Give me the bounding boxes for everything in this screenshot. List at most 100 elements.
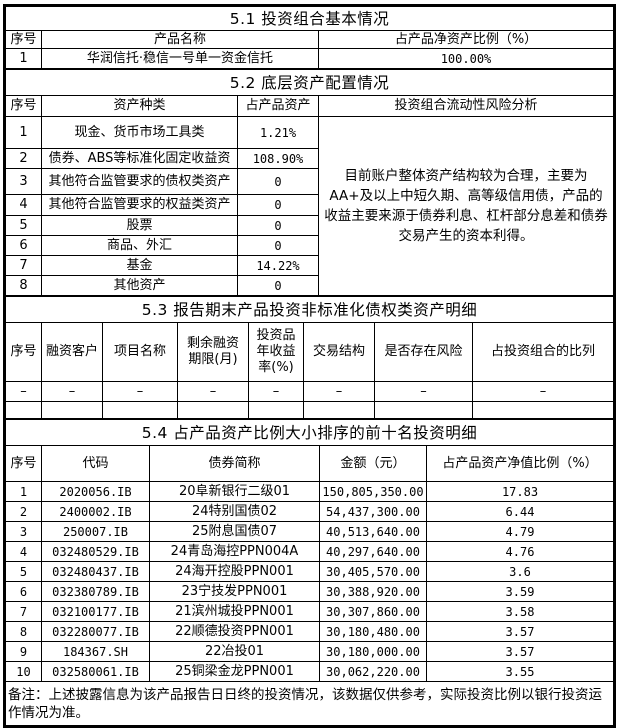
ratio-cell: 4.76 — [426, 541, 614, 562]
section-5-1: 5.1 投资组合基本情况 序号 产品名称 占产品净资产比例（%） 1 华润信托·… — [5, 6, 614, 69]
header-cell: 序号 — [5, 322, 42, 382]
header-cell: 是否存在风险 — [374, 322, 473, 382]
table-row: 1 现金、货币市场工具类 1.21% 目前账户整体资产结构较为合理，主要为AA+… — [5, 116, 614, 296]
code-cell: 032580061.IB — [41, 661, 150, 682]
cell: 7 — [5, 255, 42, 276]
liquidity-risk-analysis: 目前账户整体资产结构较为合理，主要为AA+及以上中短久期、高等级信用债，产品的收… — [318, 116, 614, 296]
bond-name-cell: 24特别国债02 — [149, 501, 320, 522]
header-cell: 金额（元） — [319, 445, 427, 482]
code-cell: 032280077.IB — [41, 621, 150, 642]
cell: 0 — [237, 235, 319, 256]
rank-cell: 1 — [5, 481, 42, 502]
cell: – — [248, 381, 304, 402]
header-cell: 代码 — [41, 445, 150, 482]
code-cell: 032100177.IB — [41, 601, 150, 622]
cell: – — [102, 381, 178, 402]
cell: 0 — [237, 194, 319, 216]
table-row: 5 032480437.IB 24海开控股PPN001 30,405,570.00 3.… — [5, 561, 614, 582]
table-row: 5 股票 0 — [5, 215, 614, 236]
table-row: 9 184367.SH 22冶投01 30,180,000.00 3.57 — [5, 641, 614, 662]
rank-cell: 2 — [5, 501, 42, 522]
header-cell: 序号 — [5, 30, 42, 49]
cell: – — [41, 381, 103, 402]
header-cell: 占投资组合的比列 — [472, 322, 614, 382]
cell: – — [303, 381, 375, 402]
code-cell: 032480437.IB — [41, 561, 150, 582]
ratio-cell: 3.58 — [426, 601, 614, 622]
cell: – — [472, 381, 614, 402]
code-cell: 2400002.IB — [41, 501, 150, 522]
amount-cell: 30,062,220.00 — [319, 661, 427, 682]
header-cell: 投资品年收益率(%) — [248, 322, 304, 382]
amount-cell: 40,297,640.00 — [319, 541, 427, 562]
bond-name-cell: 21滨州城投PPN001 — [149, 601, 320, 622]
bond-name-cell: 25附息国债07 — [149, 521, 320, 542]
ratio-cell: 17.83 — [426, 481, 614, 502]
cell: 1.21% — [237, 116, 319, 149]
header-cell: 资产种类 — [41, 95, 238, 117]
table-row: 6 032380789.IB 23宁技发PPN001 30,388,920.00 3.5… — [5, 581, 614, 602]
ratio-cell: 3.6 — [426, 561, 614, 582]
cell: 基金 — [41, 255, 238, 276]
rank-cell: 4 — [5, 541, 42, 562]
cell: 0 — [237, 215, 319, 236]
rank-cell: 6 — [5, 581, 42, 602]
bond-name-cell: 25铜梁金龙PPN001 — [149, 661, 320, 682]
cell: 1 — [5, 116, 42, 149]
table-row: – – – – – – – – — [5, 381, 614, 402]
cell: 2 — [5, 148, 42, 169]
bond-name-cell: 23宁技发PPN001 — [149, 581, 320, 602]
cell: 现金、货币市场工具类 — [41, 116, 238, 149]
amount-cell: 40,513,640.00 — [319, 521, 427, 542]
header-cell: 交易结构 — [303, 322, 375, 382]
table-row: 7 032100177.IB 21滨州城投PPN001 30,307,860.00 3.… — [5, 601, 614, 622]
cell: 0 — [237, 275, 319, 296]
amount-cell: 30,388,920.00 — [319, 581, 427, 602]
table-row: 6 商品、外汇 0 — [5, 235, 614, 256]
header-cell: 占产品资产 — [237, 95, 319, 117]
section-5-2: 5.2 底层资产配置情况 序号 资产种类 占产品资产 投资组合流动性风险分析 1… — [5, 69, 614, 296]
ratio-cell: 3.55 — [426, 661, 614, 682]
section-5-3: 5.3 报告期末产品投资非标准化债权类资产明细 序号 融资客户 项目名称 剩余融… — [5, 296, 614, 419]
section-title: 5.4 占产品资产比例大小排序的前十名投资明细 — [5, 419, 614, 446]
code-cell: 032480529.IB — [41, 541, 150, 562]
rank-cell: 8 — [5, 621, 42, 642]
disclosure-table: 5.1 投资组合基本情况 序号 产品名称 占产品净资产比例（%） 1 华润信托·… — [3, 4, 616, 728]
header-cell: 占产品净资产比例（%） — [318, 30, 614, 49]
table-row: 7 基金 14.22% — [5, 255, 614, 276]
empty-row — [5, 401, 614, 419]
amount-cell: 150,805,350.00 — [319, 481, 427, 502]
header-cell: 融资客户 — [41, 322, 103, 382]
cell: 商品、外汇 — [41, 235, 238, 256]
table-row: 8 其他资产 0 — [5, 275, 614, 296]
code-cell: 2020056.IB — [41, 481, 150, 502]
code-cell: 032380789.IB — [41, 581, 150, 602]
cell: 债券、ABS等标准化固定收益资 — [41, 148, 238, 169]
header-cell: 序号 — [5, 445, 42, 482]
bond-name-cell: 22冶投01 — [149, 641, 320, 662]
rank-cell: 3 — [5, 521, 42, 542]
amount-cell: 30,405,570.00 — [319, 561, 427, 582]
header-cell: 剩余融资期限(月) — [177, 322, 249, 382]
rank-cell: 5 — [5, 561, 42, 582]
cell: 3 — [5, 168, 42, 195]
cell: – — [374, 381, 473, 402]
footnote: 备注：上述披露信息为该产品报告日日终的投资情况，该数据仅供参考，实际投资比例以银… — [5, 681, 614, 726]
amount-cell: 30,180,480.00 — [319, 621, 427, 642]
cell: 8 — [5, 275, 42, 296]
amount-cell: 54,437,300.00 — [319, 501, 427, 522]
rank-cell: 10 — [5, 661, 42, 682]
amount-cell: 30,307,860.00 — [319, 601, 427, 622]
cell: 5 — [5, 215, 42, 236]
header-cell: 产品名称 — [41, 30, 319, 49]
cell: – — [177, 381, 249, 402]
table-row: 3 250007.IB 25附息国债07 40,513,640.00 4.79 — [5, 521, 614, 542]
bond-name-cell: 24海开控股PPN001 — [149, 561, 320, 582]
cell: 6 — [5, 235, 42, 256]
bond-name-cell: 22顺德投资PPN001 — [149, 621, 320, 642]
cell: 100.00% — [318, 48, 614, 69]
table-row: 4 其他符合监管要求的权益类资产 0 — [5, 194, 614, 216]
header-cell: 投资组合流动性风险分析 — [318, 95, 614, 117]
cell: 其他资产 — [41, 275, 238, 296]
cell: 华润信托·稳信一号单一资金信托 — [41, 48, 319, 69]
